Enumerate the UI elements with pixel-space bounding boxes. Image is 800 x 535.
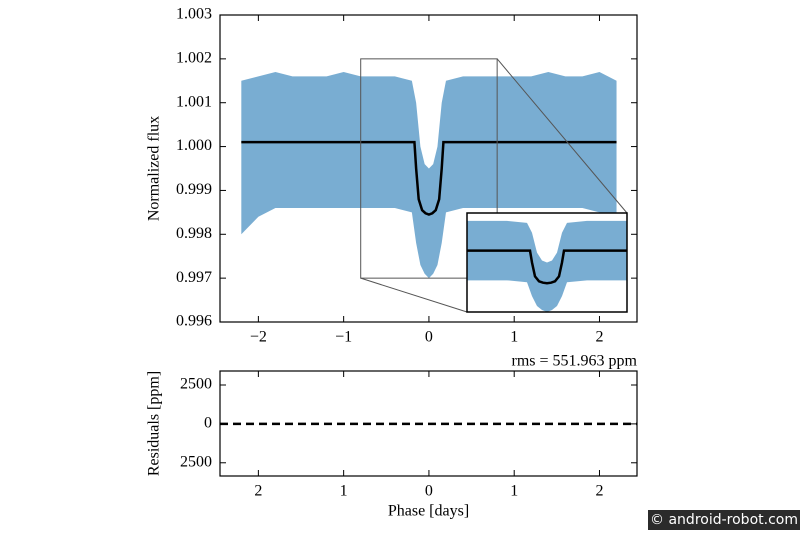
- line: [241, 140, 617, 216]
- data-band: [241, 72, 617, 279]
- x-tick-label: 1: [510, 483, 518, 500]
- x-tick-label: 2: [595, 329, 603, 346]
- y-tick-label: 1.000: [176, 137, 212, 154]
- x-tick-label: −2: [250, 329, 267, 346]
- plot-area: [241, 72, 617, 279]
- x-tick-label: 1: [510, 329, 518, 346]
- x-tick-label: −1: [335, 329, 352, 346]
- plot-area: [467, 220, 627, 312]
- inset-frame: [466, 212, 628, 313]
- line: [467, 249, 627, 285]
- x-tick-label: 2: [595, 483, 603, 500]
- y-tick-label: 0.997: [176, 269, 212, 286]
- x-tick-label: 2: [254, 483, 262, 500]
- y-axis-label: Residuals [ppm]: [146, 371, 163, 476]
- y-tick-label: 1.003: [176, 6, 212, 23]
- y-axis-label: Normalized flux: [146, 116, 163, 221]
- x-axis-label: Phase [days]: [388, 503, 469, 520]
- y-tick-label: 0.999: [176, 181, 212, 198]
- y-tick-label: 2500: [180, 376, 212, 393]
- x-tick-label: 1: [340, 483, 348, 500]
- data-band: [467, 220, 627, 312]
- zoom-connector: [360, 277, 468, 313]
- y-tick-label: 2500: [180, 453, 212, 470]
- watermark: © android-robot.com: [648, 510, 800, 530]
- y-tick-label: 0.998: [176, 225, 212, 242]
- x-tick-label: 0: [425, 483, 433, 500]
- y-tick-label: 0.996: [176, 313, 212, 330]
- annotation: rms = 551.963 ppm: [512, 353, 638, 370]
- y-tick-label: 1.002: [176, 50, 212, 67]
- y-tick-label: 1.001: [176, 93, 212, 110]
- x-tick-label: 0: [425, 329, 433, 346]
- zoom-connector: [496, 58, 628, 214]
- y-tick-label: 0: [204, 415, 212, 432]
- zoom-box: [360, 58, 498, 279]
